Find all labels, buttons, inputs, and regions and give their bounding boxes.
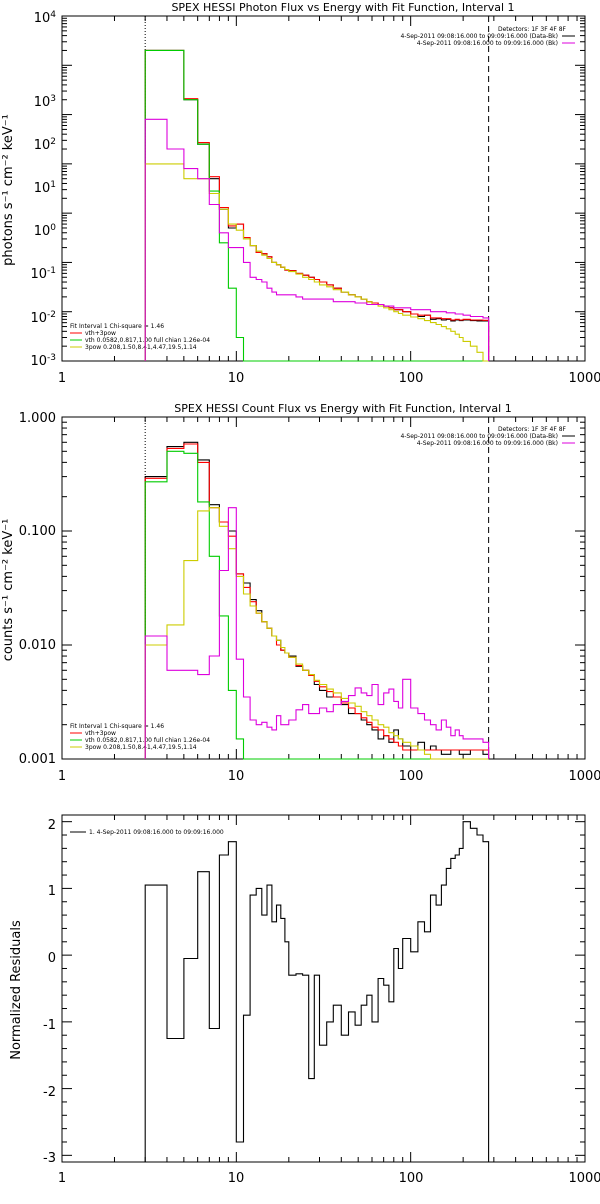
count-flux-chart: SPEX HESSI Count Flux vs Energy with Fit… <box>1 402 600 784</box>
residuals-ytick-label: -1 <box>43 1018 56 1033</box>
count-ytick-label: 0.001 <box>19 752 56 767</box>
count-series-4-step-line <box>144 507 490 759</box>
residuals-x-ticks: 1 10 100 1000 <box>58 1171 600 1186</box>
photon-xtick-label: 1 <box>58 371 66 386</box>
photon-legend-right: Detectors: 1F 3F 4F 8F 4-Sep-2011 09:08:… <box>400 26 575 47</box>
photon-flux-chart: SPEX HESSI Photon Flux vs Energy with Fi… <box>1 1 600 386</box>
photon-y-ticks: 10-3 10-2 10-1 100 101 102 103 104 <box>30 10 56 369</box>
photon-ytick-label: 101 <box>34 180 56 196</box>
count-legend-data-entry: 4-Sep-2011 09:08:16.000 to 09:09:16.000 … <box>400 433 558 440</box>
count-ytick-label: 0.100 <box>19 524 56 539</box>
residuals-ytick-label: -2 <box>43 1085 56 1100</box>
residuals-ytick-label: -3 <box>43 1151 56 1166</box>
count-ytick-label: 0.010 <box>19 638 56 653</box>
count-legend-right: Detectors: 1F 3F 4F 8F 4-Sep-2011 09:08:… <box>400 426 575 447</box>
photon-legend-model: vth+3pow <box>85 330 116 337</box>
photon-chart-title: SPEX HESSI Photon Flux vs Energy with Fi… <box>171 1 514 14</box>
photon-ytick-label: 10-3 <box>30 353 56 369</box>
photon-legend-data-entry: 4-Sep-2011 09:08:16.000 to 09:09:16.000 … <box>400 33 558 40</box>
photon-legend-vth: vth 0.0582,0.817,1.00 full chian 1.26e-0… <box>85 337 210 344</box>
photon-xtick-label: 1000 <box>568 371 600 386</box>
count-legend-vth: vth 0.0582,0.817,1.00 full chian 1.26e-0… <box>85 737 210 744</box>
count-legend-detectors: Detectors: 1F 3F 4F 8F <box>498 426 567 433</box>
count-legend-fit-interval: Fit Interval 1 Chi-square = 1.46 <box>70 723 164 730</box>
photon-y-axis-label: photons s⁻¹ cm⁻² keV⁻¹ <box>1 114 16 266</box>
residuals-chart: -3 -2 -1 0 1 2 1 10 100 1000 Normalized … <box>9 814 600 1186</box>
count-y-axis-label: counts s⁻¹ cm⁻² keV⁻¹ <box>1 519 16 662</box>
count-xtick-label: 1000 <box>568 769 600 784</box>
count-xtick-label: 100 <box>399 769 424 784</box>
residuals-ytick-label: 2 <box>48 818 56 833</box>
photon-xtick-label: 10 <box>228 371 245 386</box>
residuals-xtick-label: 10 <box>228 1171 245 1186</box>
residuals-y-axis-label: Normalized Residuals <box>9 920 24 1060</box>
photon-series-3-step-line <box>144 163 489 362</box>
photon-legend-bk-entry: 4-Sep-2011 09:08:16.000 to 09:09:16.000 … <box>417 40 558 47</box>
photon-x-ticks: 1 10 100 1000 <box>58 371 600 386</box>
photon-series-4-step-line <box>144 118 490 361</box>
photon-legend-3pow: 3pow 0.208,1.50,8.41,4.47,19.5,1.14 <box>85 344 197 351</box>
plot-marks-layer <box>61 16 585 1162</box>
residuals-legend: 1. 4-Sep-2011 09:08:16.000 to 09:09:16.0… <box>70 829 224 836</box>
photon-ytick-label: 10-1 <box>30 266 56 282</box>
photon-xtick-label: 100 <box>399 371 424 386</box>
count-xtick-label: 10 <box>228 769 245 784</box>
residuals-series-0-step-line <box>144 821 490 1162</box>
photon-ytick-label: 102 <box>34 137 56 153</box>
residuals-ytick-label: 1 <box>48 884 56 899</box>
photon-legend-detectors: Detectors: 1F 3F 4F 8F <box>498 26 567 33</box>
residuals-legend-entry: 1. 4-Sep-2011 09:08:16.000 to 09:09:16.0… <box>89 829 224 836</box>
count-ytick-label: 1.000 <box>19 411 56 426</box>
photon-ytick-label: 103 <box>34 94 56 110</box>
residuals-xtick-label: 1000 <box>568 1171 600 1186</box>
count-x-ticks: 1 10 100 1000 <box>58 769 600 784</box>
photon-ytick-label: 104 <box>34 10 57 26</box>
photon-ytick-label: 100 <box>34 223 57 239</box>
count-legend-left: Fit Interval 1 Chi-square = 1.46 vth+3po… <box>70 723 210 751</box>
photon-legend-fit-interval: Fit Interval 1 Chi-square = 1.46 <box>70 323 164 330</box>
count-series-3-step-line <box>144 507 489 760</box>
count-xtick-label: 1 <box>58 769 66 784</box>
residuals-xtick-label: 100 <box>399 1171 424 1186</box>
photon-ytick-label: 10-2 <box>30 310 56 326</box>
photon-legend-left: Fit Interval 1 Chi-square = 1.46 vth+3po… <box>70 323 210 351</box>
residuals-ytick-label: 0 <box>48 951 56 966</box>
photon-series-1-step-line <box>144 49 490 361</box>
count-legend-model: vth+3pow <box>85 730 116 737</box>
residuals-xtick-label: 1 <box>58 1171 66 1186</box>
photon-series-2-step-line <box>144 49 489 362</box>
count-legend-3pow: 3pow 0.208,1.50,8.41,4.47,19.5,1.14 <box>85 744 197 751</box>
count-chart-title: SPEX HESSI Count Flux vs Energy with Fit… <box>174 402 511 415</box>
count-y-ticks: 0.001 0.010 0.100 1.000 <box>19 411 56 767</box>
residuals-y-ticks: -3 -2 -1 0 1 2 <box>43 818 56 1166</box>
residuals-plot-frame <box>61 814 586 1163</box>
count-legend-bk-entry: 4-Sep-2011 09:08:16.000 to 09:09:16.000 … <box>417 440 558 447</box>
